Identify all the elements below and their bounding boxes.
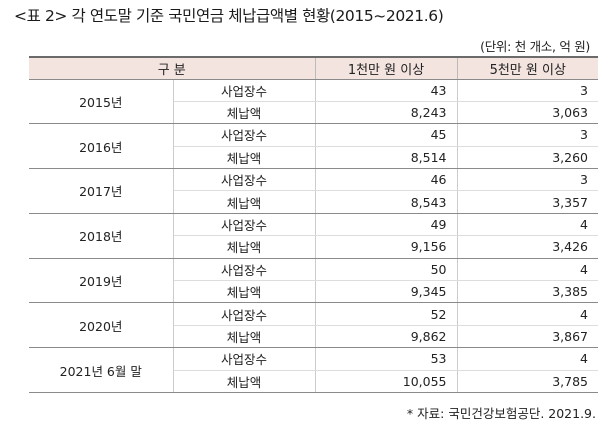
value-10m-cell: 53 (315, 347, 458, 371)
delinquency-table: 구 분 1천만 원 이상 5천만 원 이상 2015년 사업장수 43 3 체납액 8,2… (29, 56, 598, 393)
value-10m-cell: 45 (315, 123, 458, 147)
table-row: 체납액 9,156 3,426 (29, 235, 598, 259)
table-row: 체납액 10,055 3,785 (29, 370, 598, 393)
value-10m-cell: 10,055 (315, 370, 458, 393)
table-row: 체납액 9,345 3,385 (29, 280, 598, 304)
value-50m-cell: 3 (457, 79, 598, 102)
value-50m-cell: 3,785 (457, 370, 598, 393)
item-label-cell: 사업장수 (173, 347, 316, 371)
value-10m-cell: 9,156 (315, 235, 458, 259)
table-row: 2019년 사업장수 50 4 (29, 258, 598, 304)
item-label-cell: 체납액 (173, 101, 316, 125)
year-cell: 2015년 (29, 79, 174, 125)
table-row: 2016년 사업장수 45 3 (29, 123, 598, 170)
table-row: 체납액 8,514 3,260 (29, 146, 598, 170)
value-10m-cell: 50 (315, 258, 458, 282)
table-row: 체납액 8,543 3,357 (29, 190, 598, 214)
value-50m-cell: 4 (457, 258, 598, 282)
item-label-cell: 사업장수 (173, 258, 316, 282)
year-cell: 2017년 (29, 168, 174, 214)
table-header-row: 구 분 1천만 원 이상 5천만 원 이상 (29, 56, 598, 80)
source-note: * 자료: 국민건강보험공단. 2021.9. (406, 406, 596, 421)
value-50m-cell: 3 (457, 123, 598, 147)
item-label-cell: 체납액 (173, 146, 316, 170)
value-10m-cell: 8,543 (315, 190, 458, 214)
value-50m-cell: 3,260 (457, 146, 598, 170)
value-10m-cell: 46 (315, 168, 458, 192)
item-label-cell: 사업장수 (173, 168, 316, 192)
item-label-cell: 체납액 (173, 235, 316, 259)
value-10m-cell: 52 (315, 302, 458, 326)
value-50m-cell: 4 (457, 347, 598, 371)
item-label-cell: 사업장수 (173, 213, 316, 237)
year-cell: 2020년 (29, 302, 174, 349)
table-row: 2020년 사업장수 52 4 (29, 302, 598, 349)
year-cell: 2016년 (29, 123, 174, 170)
item-label-cell: 사업장수 (173, 123, 316, 147)
value-50m-cell: 3,426 (457, 235, 598, 259)
value-50m-cell: 3,385 (457, 280, 598, 304)
header-category: 구 분 (29, 56, 315, 80)
value-50m-cell: 3,867 (457, 325, 598, 349)
unit-note: (단위: 천 개소, 억 원) (480, 39, 590, 54)
item-label-cell: 사업장수 (173, 79, 316, 102)
header-col-50m: 5천만 원 이상 (456, 56, 598, 80)
value-50m-cell: 3,063 (457, 101, 598, 125)
value-10m-cell: 9,862 (315, 325, 458, 349)
year-cell: 2021년 6월 말 (29, 347, 174, 393)
value-50m-cell: 3,357 (457, 190, 598, 214)
table-row: 체납액 9,862 3,867 (29, 325, 598, 349)
table-body: 2015년 사업장수 43 3 체납액 8,243 3,063 2016년 사업장수 45 3 체납액… (29, 79, 598, 393)
item-label-cell: 사업장수 (173, 302, 316, 326)
value-10m-cell: 8,243 (315, 101, 458, 125)
table-row: 2015년 사업장수 43 3 (29, 79, 598, 125)
value-10m-cell: 49 (315, 213, 458, 237)
year-cell: 2018년 (29, 213, 174, 259)
header-col-10m: 1천만 원 이상 (314, 56, 457, 80)
item-label-cell: 체납액 (173, 190, 316, 214)
year-cell: 2019년 (29, 258, 174, 304)
value-10m-cell: 8,514 (315, 146, 458, 170)
item-label-cell: 체납액 (173, 325, 316, 349)
item-label-cell: 체납액 (173, 370, 316, 393)
table-row: 체납액 8,243 3,063 (29, 101, 598, 125)
table-row: 2021년 6월 말 사업장수 53 4 (29, 347, 598, 393)
value-10m-cell: 9,345 (315, 280, 458, 304)
table-row: 2018년 사업장수 49 4 (29, 213, 598, 259)
value-50m-cell: 4 (457, 302, 598, 326)
value-10m-cell: 43 (315, 79, 458, 102)
table-title: <표 2> 각 연도말 기준 국민연금 체납급액별 현황(2015~2021.6… (14, 7, 444, 25)
table-row: 2017년 사업장수 46 3 (29, 168, 598, 214)
value-50m-cell: 3 (457, 168, 598, 192)
item-label-cell: 체납액 (173, 280, 316, 304)
value-50m-cell: 4 (457, 213, 598, 237)
